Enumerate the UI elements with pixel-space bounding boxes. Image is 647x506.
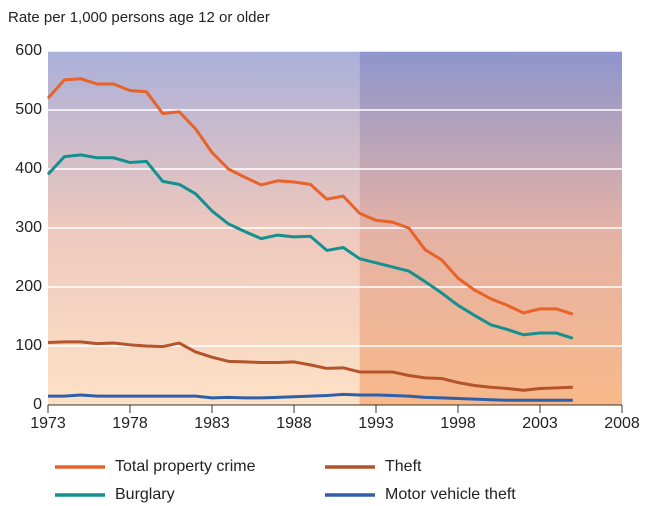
y-tick-label: 500 xyxy=(15,101,42,118)
x-tick-label: 1978 xyxy=(112,415,148,432)
x-tick-label: 1973 xyxy=(30,415,66,432)
legend-label: Burglary xyxy=(115,486,175,503)
y-tick-label: 400 xyxy=(15,160,42,177)
series-line xyxy=(47,340,573,392)
y-tick-label: 600 xyxy=(15,42,42,59)
x-tick-label: 1993 xyxy=(358,415,394,432)
y-tick-label: 0 xyxy=(33,396,42,413)
y-tick-label: 300 xyxy=(15,219,42,236)
series-line xyxy=(46,77,574,316)
x-tick-label: 1998 xyxy=(440,415,476,432)
legend-label: Motor vehicle theft xyxy=(385,486,516,503)
x-tick-label: 1988 xyxy=(276,415,312,432)
x-tick-label: 2003 xyxy=(522,415,558,432)
series-line xyxy=(48,392,573,402)
x-tick-label: 2008 xyxy=(604,415,640,432)
y-tick-label: 200 xyxy=(15,278,42,295)
y-tick-label: 100 xyxy=(15,337,42,354)
legend-label: Theft xyxy=(385,458,422,475)
series-line xyxy=(46,153,574,340)
y-axis-label: Rate per 1,000 persons age 12 or older xyxy=(8,9,270,26)
legend-label: Total property crime xyxy=(115,458,256,475)
x-tick-label: 1983 xyxy=(194,415,230,432)
